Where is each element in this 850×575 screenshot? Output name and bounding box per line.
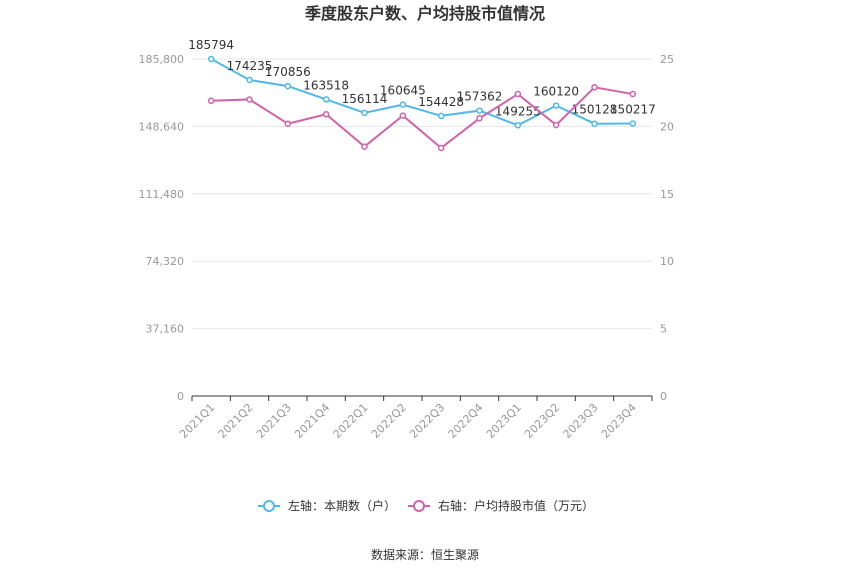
left-tick-label: 0	[177, 390, 184, 403]
left-tick-label: 111,480	[139, 188, 185, 201]
legend[interactable]: 左轴：本期数（户） 右轴：户均持股市值（万元）	[258, 498, 594, 513]
data-label: 185794	[188, 38, 234, 52]
x-tick-label: 2021Q4	[292, 401, 332, 441]
data-point-left[interactable]	[322, 96, 330, 103]
x-tick-label: 2022Q1	[331, 401, 371, 441]
right-tick-label: 5	[660, 323, 667, 336]
data-point-right[interactable]	[629, 90, 637, 98]
right-tick-label: 25	[660, 53, 674, 66]
data-point-right[interactable]	[246, 96, 253, 103]
data-point-left[interactable]	[552, 102, 560, 109]
chart-title: 季度股东户数、户均持股市值情况	[304, 4, 545, 23]
data-label: 150128	[572, 103, 618, 117]
data-label: 160645	[380, 84, 426, 98]
data-point-right[interactable]	[207, 97, 215, 105]
data-point-right[interactable]	[284, 120, 292, 127]
data-point-right[interactable]	[552, 121, 560, 129]
x-tick-label: 2021Q2	[216, 401, 256, 441]
data-label: 174235	[227, 59, 273, 73]
data-label: 150217	[610, 103, 656, 117]
legend-item-right[interactable]: 右轴：户均持股市值（万元）	[408, 498, 594, 513]
data-label: 156114	[342, 92, 388, 106]
data-label: 170856	[265, 65, 311, 79]
x-tick-label: 2022Q4	[446, 401, 486, 441]
x-tick-label: 2023Q3	[561, 401, 601, 441]
legend-left-label: 左轴：本期数（户）	[288, 498, 396, 513]
data-point-right[interactable]	[322, 111, 330, 118]
legend-item-left[interactable]: 左轴：本期数（户）	[258, 498, 396, 513]
data-point-right[interactable]	[399, 112, 407, 119]
legend-right-label: 右轴：户均持股市值（万元）	[438, 498, 594, 513]
left-tick-label: 185,800	[139, 53, 185, 66]
series-right	[207, 84, 637, 152]
data-point-right[interactable]	[591, 84, 598, 91]
x-tick-label: 2021Q3	[254, 401, 294, 441]
series-line-left	[210, 58, 633, 127]
right-tick-label: 0	[660, 390, 667, 403]
left-tick-label: 74,320	[146, 255, 185, 268]
data-point-right[interactable]	[361, 143, 368, 150]
left-axis: 0 37,160 74,320 111,480 148,640 185,800	[139, 53, 185, 403]
data-point-right[interactable]	[514, 90, 522, 98]
left-tick-label: 37,160	[146, 323, 185, 336]
right-tick-label: 10	[660, 255, 674, 268]
data-label: 163518	[303, 78, 349, 92]
data-point-left[interactable]	[399, 101, 407, 108]
data-label: 160120	[533, 85, 579, 99]
data-point-left[interactable]	[246, 76, 253, 84]
left-tick-label: 148,640	[139, 120, 185, 133]
right-tick-label: 15	[660, 188, 674, 201]
series-left: 185794 1742351708561635181561141606451544…	[188, 38, 656, 129]
legend-right-marker-icon	[413, 500, 425, 512]
x-axis: 2021Q12021Q22021Q32021Q42022Q12022Q22022…	[177, 396, 653, 441]
x-tick-label: 2023Q1	[484, 401, 524, 441]
x-tick-label: 2022Q2	[369, 401, 409, 441]
right-tick-label: 20	[660, 120, 674, 133]
data-label: 157362	[457, 90, 503, 104]
legend-left-marker-icon	[263, 500, 275, 512]
data-label: 154428	[418, 95, 464, 109]
data-point-left[interactable]	[514, 122, 522, 129]
data-source: 数据来源：恒生聚源	[371, 547, 479, 562]
x-tick-label: 2022Q3	[407, 401, 447, 441]
x-tick-label: 2021Q1	[177, 401, 217, 441]
data-point-left[interactable]	[591, 120, 598, 127]
data-point-left[interactable]	[207, 55, 215, 63]
series-layer: 185794 1742351708561635181561141606451544…	[188, 38, 656, 152]
data-point-left[interactable]	[476, 107, 483, 114]
right-axis: 0 5 10 15 20 25	[660, 53, 674, 403]
x-tick-label: 2023Q2	[522, 401, 562, 441]
data-point-right[interactable]	[476, 115, 483, 122]
data-label: 149255	[495, 104, 541, 118]
data-point-left[interactable]	[437, 112, 445, 120]
data-point-left[interactable]	[361, 109, 368, 117]
data-point-left[interactable]	[284, 82, 292, 90]
data-point-right[interactable]	[437, 144, 445, 152]
x-tick-label: 2023Q4	[599, 401, 639, 441]
data-point-left[interactable]	[629, 120, 637, 127]
series-line-right	[211, 86, 634, 150]
